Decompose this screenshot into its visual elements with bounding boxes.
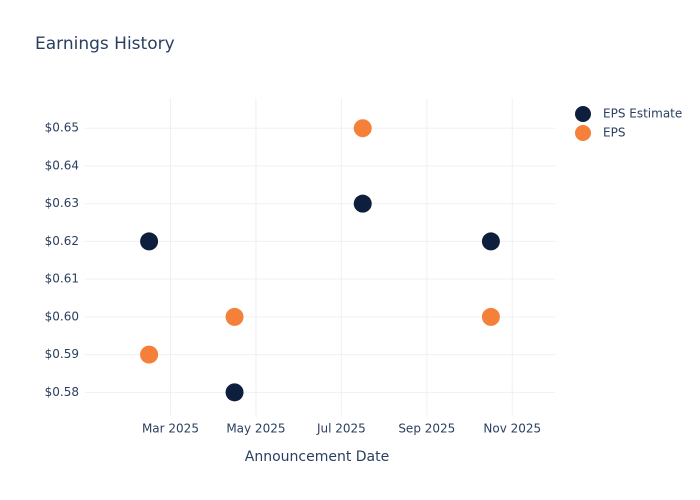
y-tick-label: $0.65 bbox=[45, 121, 79, 135]
x-tick-label: Sep 2025 bbox=[398, 422, 455, 436]
point bbox=[225, 383, 244, 402]
x-axis-title: Announcement Date bbox=[245, 449, 389, 465]
y-tick-label: $0.59 bbox=[45, 347, 79, 361]
point bbox=[140, 232, 159, 251]
legend-label: EPS bbox=[603, 126, 625, 140]
y-tick-label: $0.62 bbox=[45, 234, 79, 248]
legend-marker bbox=[575, 125, 591, 141]
y-tick-label: $0.61 bbox=[45, 272, 79, 286]
y-tick-label: $0.58 bbox=[45, 385, 79, 399]
point bbox=[353, 194, 372, 213]
point bbox=[481, 232, 500, 251]
x-tick-label: Mar 2025 bbox=[142, 422, 199, 436]
point bbox=[481, 307, 500, 326]
x-tick-label: Nov 2025 bbox=[483, 422, 541, 436]
x-tick-label: May 2025 bbox=[226, 422, 285, 436]
point bbox=[140, 345, 159, 364]
y-tick-label: $0.64 bbox=[45, 158, 79, 172]
legend-marker bbox=[575, 106, 591, 122]
point bbox=[225, 307, 244, 326]
legend-label: EPS Estimate bbox=[603, 107, 682, 121]
chart-title: Earnings History bbox=[35, 34, 175, 54]
y-tick-label: $0.60 bbox=[45, 309, 79, 323]
point bbox=[353, 119, 372, 138]
y-tick-label: $0.63 bbox=[45, 196, 79, 210]
x-tick-label: Jul 2025 bbox=[316, 422, 366, 436]
